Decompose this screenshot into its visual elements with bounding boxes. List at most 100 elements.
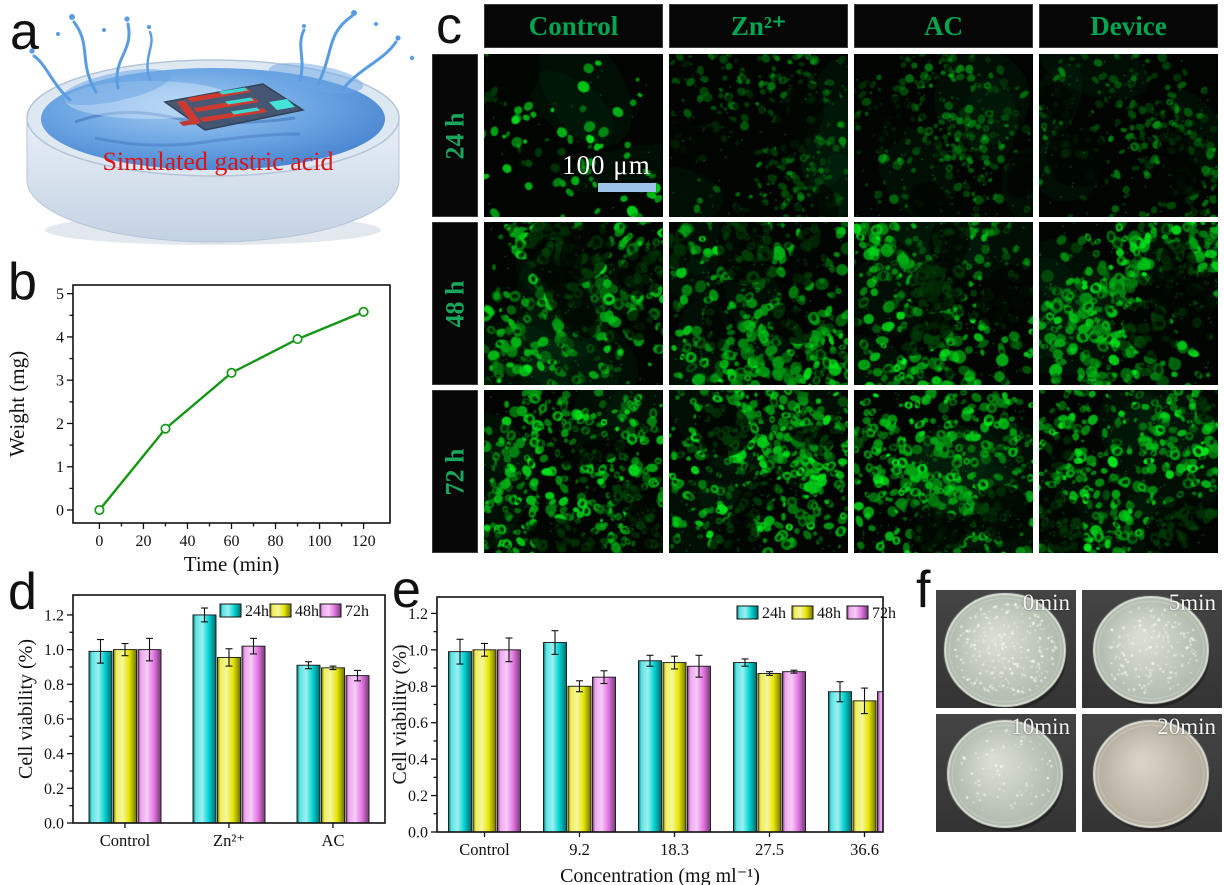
error-bar [97, 639, 104, 664]
micrograph-24h-device [1039, 54, 1218, 217]
y-tick-label: 0.8 [408, 679, 428, 696]
cell-viability-bar-chart-groups: 0.0 0.2 0.4 0.6 0.8 1.0 1.2 Control Zn²⁺ AC Cell v… [15, 594, 386, 850]
error-bar [225, 648, 233, 667]
water-splash-left [32, 20, 153, 102]
legend-swatch-72h [319, 603, 342, 618]
y-tick-label: 1.2 [408, 606, 428, 623]
x-tick-label: 20 [135, 533, 151, 550]
agar-plate-canvas-20min [1082, 714, 1222, 832]
micrograph-48h-ac [854, 222, 1033, 385]
legend-swatch-48h [269, 603, 292, 618]
category-label: Zn²⁺ [213, 831, 245, 850]
y-tick-label: 0.8 [44, 677, 64, 694]
agar-plate-canvas-10min [936, 714, 1076, 832]
y-tick-label: 0.4 [44, 746, 64, 763]
error-bar [146, 637, 153, 662]
legend-label-24h: 24h [762, 605, 786, 622]
bar-72h-Control [137, 649, 162, 823]
liquid-ripple [74, 111, 296, 125]
y-tick-label: 0.4 [408, 752, 428, 769]
legend-label-48h: 48h [295, 603, 319, 620]
legend-label-48h: 48h [817, 605, 841, 622]
device-red-pad [179, 120, 195, 126]
bar-series [88, 607, 370, 823]
column-header-control: Control [484, 4, 663, 48]
data-point-marker [358, 306, 369, 317]
y-tick-label: 0.2 [408, 788, 428, 805]
error-bar [646, 654, 654, 667]
bar-24h-9.2 [543, 642, 567, 832]
y-tick-label: 0 [56, 503, 64, 520]
agar-plate-canvas-0min [936, 590, 1076, 708]
x-tick-label: 100 [308, 533, 332, 550]
plot-frame [436, 596, 884, 833]
y-tick-label: 1.2 [44, 607, 64, 624]
category-label: Control [459, 840, 510, 859]
device-cyan-pad [269, 99, 295, 110]
y-tick-label: 1 [56, 459, 64, 476]
axes [67, 614, 334, 828]
micrograph-24h-control [484, 54, 663, 217]
y-tick-label: 0.2 [44, 781, 64, 798]
y-axis-title: Weight (mg) [5, 351, 29, 457]
data-point-marker [94, 504, 105, 516]
y-tick-label: 0.6 [408, 715, 428, 732]
electronic-device [163, 83, 305, 131]
panel-label-e: e [392, 561, 421, 619]
error-bar [671, 655, 678, 670]
caption-simulated-gastric-acid: Simulated gastric acid [102, 147, 333, 176]
error-bar [505, 637, 513, 663]
plate-time-label: 0min [1022, 590, 1070, 615]
error-bar [600, 670, 608, 685]
micrograph-48h-control [484, 222, 663, 385]
micrograph-72h-ac [854, 390, 1033, 553]
legend-label-24h: 24h [245, 603, 269, 620]
data-point-marker [292, 334, 303, 345]
category-label: AC [322, 831, 345, 850]
bar-48h-Zn²⁺ [217, 656, 241, 823]
micrograph-72h-control [484, 390, 663, 553]
error-bar [551, 630, 559, 655]
row-label-24h: 24 h [432, 54, 478, 217]
bar-24h-27.5 [733, 662, 757, 832]
micrograph-48h-device [1039, 222, 1218, 385]
plot-frame [72, 284, 391, 524]
y-tick-label: 1.0 [44, 642, 64, 659]
y-axis-title: Cell viability (%) [15, 639, 37, 779]
panel-c-micrograph-grid: Control Zn²⁺ AC Device 24 h 48 h 72 h 10… [432, 4, 1224, 556]
micrograph-72h-zn [669, 390, 848, 553]
bar-24h-Zn²⁺ [192, 614, 217, 823]
bar-48h-27.5 [757, 673, 782, 832]
legend: 24h 48h 72h [219, 603, 369, 620]
liquid-ripple [94, 132, 301, 147]
error-bar [576, 680, 583, 693]
device-cyan-segment [231, 107, 260, 115]
error-bar [305, 661, 312, 670]
bar-48h-Control [472, 649, 497, 832]
y-axis-title: Cell viability (%) [390, 645, 411, 785]
micrograph-48h-zn [669, 222, 848, 385]
x-tick-label: 0 [95, 533, 103, 550]
panel-label-c: c [436, 0, 462, 55]
legend-label-72h: 72h [872, 605, 896, 622]
y-tick-label: 4 [56, 329, 64, 346]
y-tick-label: 0.0 [408, 825, 428, 842]
error-bar [329, 665, 337, 671]
micrograph-24h-zn [669, 54, 848, 217]
device-red-trace [177, 100, 201, 125]
plate-time-label: 5min [1168, 590, 1216, 615]
bar-24h-Control [88, 650, 113, 823]
agar-plate-photo-0min: 0min [936, 590, 1076, 708]
plot-frame [72, 594, 386, 824]
column-header-ac: AC [854, 4, 1033, 48]
bar-48h-18.3 [662, 662, 687, 832]
data-point-marker [226, 367, 237, 378]
y-tick-label: 0.0 [44, 816, 64, 833]
bar-72h-36.6 [877, 691, 883, 832]
error-bar [456, 638, 464, 665]
error-bar [354, 669, 361, 682]
water-droplets-right [302, 10, 415, 61]
panel-label-d: d [8, 563, 37, 621]
error-bar [886, 684, 893, 699]
